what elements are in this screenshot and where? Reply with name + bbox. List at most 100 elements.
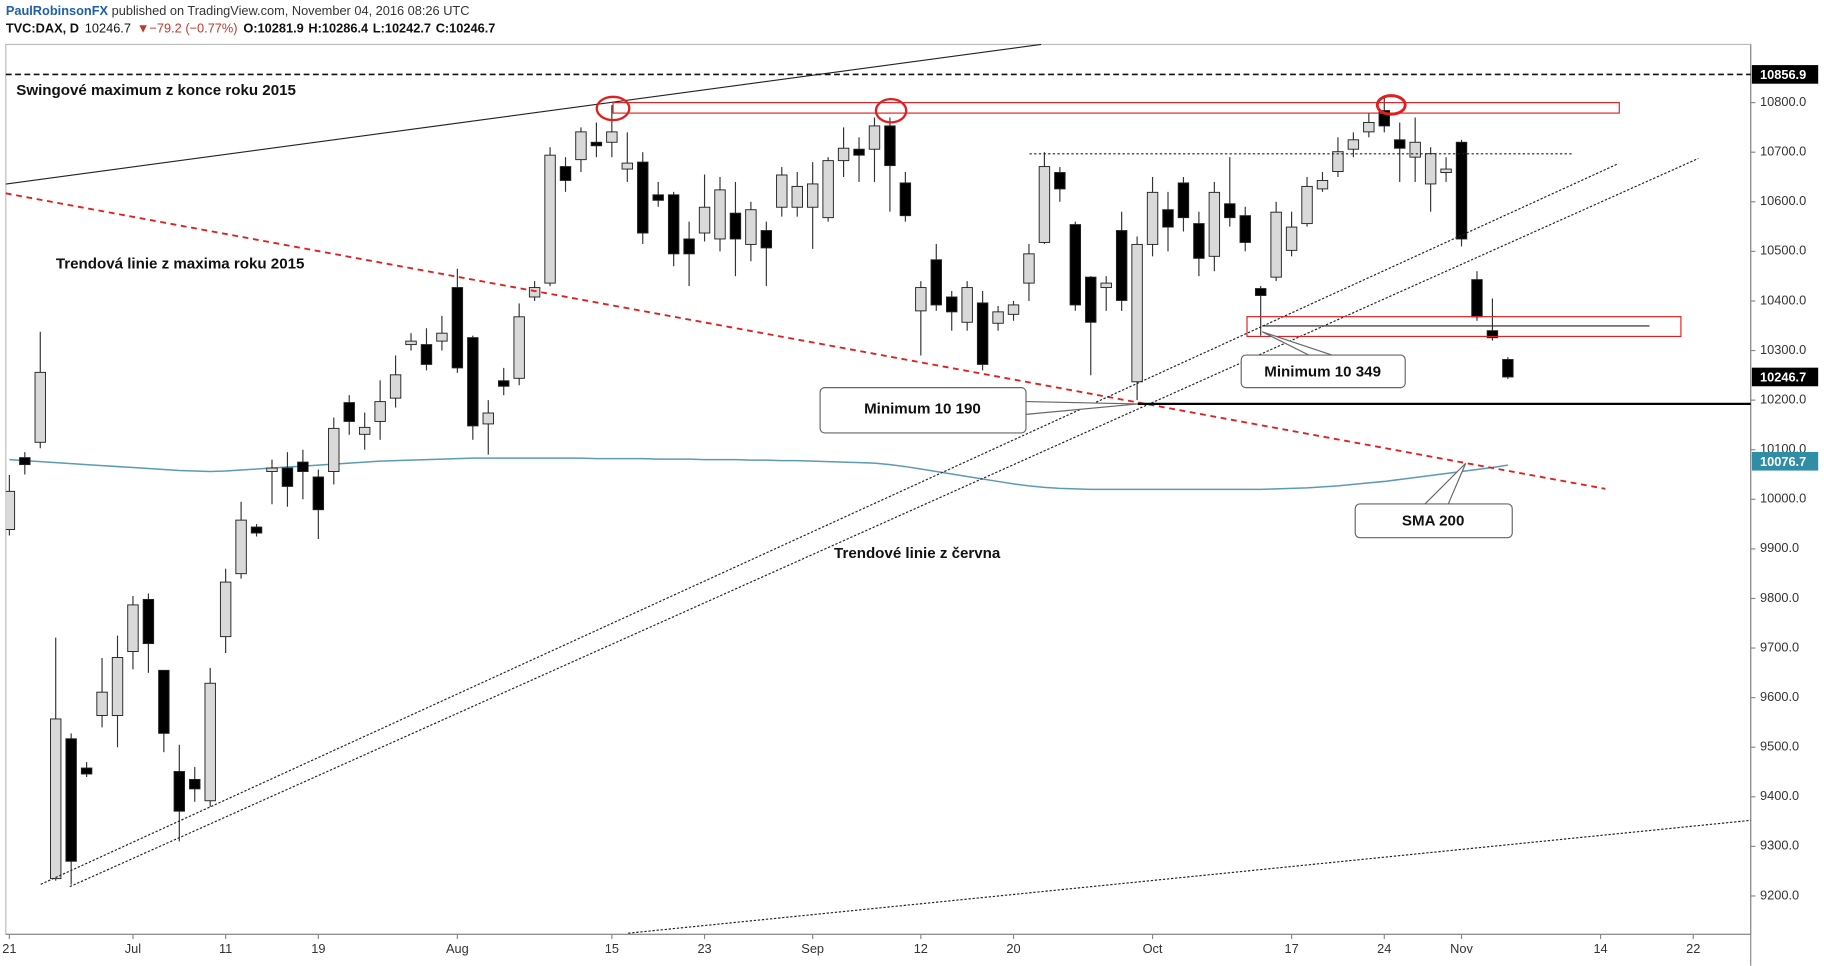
y-tick-label: 9300.0 xyxy=(1760,838,1799,853)
candle-body xyxy=(1131,243,1143,383)
y-tick-label: 9600.0 xyxy=(1760,689,1799,704)
x-tick-label: 11 xyxy=(219,941,232,956)
author[interactable]: PaulRobinsonFX xyxy=(6,3,109,18)
x-tick-label: Jul xyxy=(125,941,141,956)
candle-body xyxy=(65,738,77,862)
candle-body xyxy=(1038,166,1051,243)
published: published on TradingView.com, November 0… xyxy=(108,3,469,18)
annotation[interactable]: Minimum 10 190 xyxy=(864,401,981,418)
callout-box[interactable] xyxy=(819,387,1027,434)
candle-body xyxy=(498,380,510,387)
resistance-zone[interactable] xyxy=(612,102,1620,114)
high-marker[interactable] xyxy=(1375,94,1407,116)
candle-body xyxy=(80,767,93,775)
candle-body xyxy=(266,467,278,472)
y-tick-label: 10500.0 xyxy=(1760,243,1806,258)
candle-body xyxy=(776,174,788,208)
symbol-line: TVC:DAX, D 10246.7 ▼−79.2 (−0.77%) O:10281.… xyxy=(6,21,496,36)
candle-body xyxy=(652,194,664,201)
sma-line xyxy=(9,457,1508,491)
publish-line: PaulRobinsonFX published on TradingView.… xyxy=(6,3,470,18)
candle-body xyxy=(50,718,62,880)
annotation[interactable]: Trendové linie z června xyxy=(834,545,1001,562)
annotation[interactable]: Swingové maximum z konce roku 2015 xyxy=(16,82,296,99)
callout-pointer xyxy=(1424,462,1467,505)
candle-body xyxy=(528,287,541,298)
candle-body xyxy=(1085,276,1097,323)
candle-body xyxy=(1378,110,1390,127)
x-tick-label: 12 xyxy=(914,941,928,956)
candle-body xyxy=(698,206,711,234)
ohlc-high: H:10286.4 xyxy=(308,21,369,36)
candle-body xyxy=(328,427,340,472)
annotation[interactable]: Minimum 10 349 xyxy=(1264,363,1381,380)
candle-body xyxy=(544,154,556,284)
trend-line-june[interactable] xyxy=(69,157,1699,888)
y-tick-label: 9400.0 xyxy=(1760,788,1799,803)
candle-body xyxy=(467,337,479,427)
candle-body xyxy=(1270,211,1282,278)
x-tick-label: 21 xyxy=(2,941,16,956)
candle-body xyxy=(1224,203,1236,219)
candle-body xyxy=(451,287,464,369)
candle-body xyxy=(575,131,587,161)
candle-body xyxy=(5,490,16,531)
last-price: 10246.7 xyxy=(85,21,131,36)
candle-body xyxy=(930,259,942,306)
support-zone[interactable] xyxy=(1246,316,1682,338)
candle-body xyxy=(606,131,618,143)
high-marker[interactable] xyxy=(874,97,908,124)
candle-body xyxy=(158,669,170,734)
candle-body xyxy=(1285,226,1298,251)
candle-body xyxy=(791,185,803,208)
ohlc-open: O:10281.9 xyxy=(243,21,303,36)
candle-body xyxy=(1316,179,1329,190)
candle-body xyxy=(1146,191,1159,245)
candle-body xyxy=(204,682,216,802)
symbol: TVC:DAX, D xyxy=(6,21,79,36)
candle-body xyxy=(1115,230,1128,301)
candle-body xyxy=(683,238,695,255)
candle-body xyxy=(637,161,649,234)
candle-body xyxy=(343,402,355,422)
candle-body xyxy=(806,183,819,208)
candle-body xyxy=(868,125,881,150)
x-tick-label: Aug xyxy=(446,941,469,956)
high-marker[interactable] xyxy=(595,95,631,122)
y-tick-label: 10400.0 xyxy=(1760,292,1806,307)
trend-line-lower[interactable] xyxy=(628,819,1751,934)
candle-body xyxy=(1069,224,1082,306)
price-label: 10076.7 xyxy=(1760,454,1806,469)
x-tick-label: 22 xyxy=(1686,941,1700,956)
candle-body xyxy=(976,302,989,365)
price-label: 10856.9 xyxy=(1760,67,1806,82)
candle-body xyxy=(1054,172,1066,190)
callout-box[interactable] xyxy=(1240,354,1406,389)
x-tick-label: Oct xyxy=(1143,941,1163,956)
candle-body xyxy=(189,778,201,790)
price-label: 10246.7 xyxy=(1760,370,1806,385)
candle-body xyxy=(250,526,263,534)
candle-body xyxy=(1177,182,1190,219)
x-tick-label: 24 xyxy=(1377,941,1391,956)
candle-body xyxy=(297,461,309,472)
annotation[interactable]: Trendová linie z maxima roku 2015 xyxy=(56,255,305,272)
candle-body xyxy=(1254,288,1267,296)
candle-body xyxy=(729,212,742,240)
x-tick-label: 23 xyxy=(697,941,711,956)
candle-body xyxy=(1347,139,1360,150)
x-tick-label: 17 xyxy=(1284,941,1298,956)
candle-body xyxy=(420,344,433,365)
trend-line[interactable] xyxy=(5,43,1042,185)
price-label-box xyxy=(1751,367,1819,387)
ohlc-low: L:10242.7 xyxy=(373,21,431,36)
candle-body xyxy=(1394,139,1406,149)
candle-body xyxy=(312,476,325,511)
annotation[interactable]: SMA 200 xyxy=(1402,512,1464,529)
candle-body xyxy=(1502,359,1514,378)
candle-body xyxy=(837,147,850,162)
trend-line-red[interactable] xyxy=(5,192,1606,490)
callout-box[interactable] xyxy=(1354,503,1513,539)
y-tick-label: 10600.0 xyxy=(1760,193,1806,208)
candle-body xyxy=(96,691,108,716)
